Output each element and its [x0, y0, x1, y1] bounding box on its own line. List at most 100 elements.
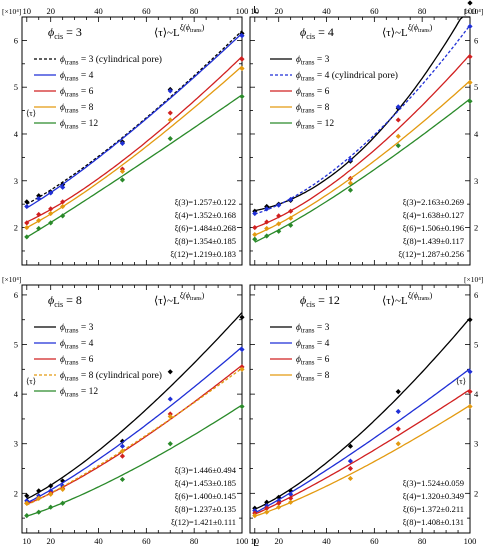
data-point-3	[48, 483, 54, 489]
data-point-6	[24, 220, 30, 226]
data-point-12	[60, 500, 66, 506]
data-point-8	[167, 117, 173, 123]
y-axis-label: ⟨τ⟩	[456, 376, 466, 386]
data-point-3	[395, 389, 401, 395]
legend-entry-8: ϕtrans = 8	[296, 103, 330, 115]
data-point-6	[252, 224, 258, 231]
data-point-3	[467, 317, 473, 323]
data-point-8	[119, 448, 126, 454]
plot-frame	[249, 16, 471, 266]
data-point-6	[239, 56, 245, 62]
x-tick-label: 80	[418, 536, 427, 546]
data-point-4	[288, 196, 294, 203]
fit-exponent: ξ(12)=1.287±0.256	[398, 249, 464, 259]
legend-entry-6: ϕtrans = 6	[60, 355, 94, 367]
y-tick-label: 2	[474, 223, 478, 233]
fit-exponent: ξ(3)=2.163±0.269	[403, 197, 464, 207]
y-tick-label: 3	[14, 439, 18, 449]
data-point-6	[395, 426, 401, 432]
data-point-12	[264, 233, 270, 239]
scaling-law: ⟨τ⟩~Lξ(ϕtrans)	[154, 23, 205, 39]
x-tick-label: 10	[251, 6, 260, 16]
fit-exponent: ξ(12)=1.421±0.111	[171, 517, 236, 527]
panel-title: ϕcis = 8	[48, 293, 82, 309]
x-tick-label: 40	[94, 536, 103, 546]
y-axis-label: ⟨τ⟩	[26, 376, 36, 386]
x-tick-label: 10	[23, 6, 32, 16]
data-point-4	[288, 491, 294, 497]
legend-entry-12: ϕtrans = 12	[60, 119, 98, 131]
legend-entry-4: ϕtrans = 4	[60, 339, 94, 351]
data-point-4	[264, 206, 270, 212]
data-point-8	[288, 499, 294, 505]
x-tick-label: 100	[236, 6, 249, 16]
plot-frame	[21, 16, 243, 266]
data-point-12	[276, 228, 282, 234]
y-tick-label: 5	[474, 340, 478, 350]
data-point-6	[276, 500, 282, 506]
legend-entry-3: ϕtrans = 3	[296, 55, 330, 67]
legend-entry-3: ϕtrans = 3 (cylindrical pore)	[60, 54, 162, 67]
data-point-4	[48, 190, 54, 196]
data-point-12	[347, 187, 354, 193]
data-point-6	[60, 199, 66, 205]
data-point-4	[276, 202, 282, 208]
data-point-8	[252, 231, 258, 238]
fit-exponent: ξ(4)=1.352±0.168	[175, 210, 236, 220]
data-point-4	[239, 33, 245, 39]
y-tick-label: 5	[14, 340, 18, 350]
series-line-4	[26, 32, 243, 209]
data-point-6	[276, 213, 282, 219]
data-point-12	[24, 234, 30, 240]
data-point-6	[467, 54, 473, 60]
data-point-8	[36, 217, 42, 224]
data-point-12	[395, 143, 401, 149]
x-tick-label: 10	[251, 536, 260, 546]
x-tick-label: 60	[142, 6, 151, 16]
x-tick-label: 40	[322, 6, 331, 16]
data-point-3	[119, 438, 126, 444]
scaling-law: ⟨τ⟩~Lξ(ϕtrans)	[382, 23, 433, 39]
x-tick-label: 10	[23, 536, 32, 546]
x-tick-label: 60	[370, 6, 379, 16]
legend-entry-12: ϕtrans = 12	[60, 387, 98, 399]
legend-entry-3: ϕtrans = 3	[296, 323, 330, 335]
y-tick-label: 4	[474, 389, 479, 399]
fit-exponent: ξ(8)=1.354±0.185	[175, 236, 236, 246]
y-scale-label: [×10⁴]	[2, 275, 21, 284]
x-tick-label: 60	[142, 536, 151, 546]
data-point-4	[467, 369, 473, 375]
data-point-4	[167, 88, 173, 94]
panels: 10 20 40 60 80 100 2 3 4 5 6 [×10⁴] ⟨τ⟩ ϕcis = 3 ⟨τ⟩~L…	[2, 0, 483, 546]
y-tick-label: 4	[14, 129, 19, 139]
data-point-4	[239, 346, 245, 353]
legend-entry-8: ϕtrans = 8	[296, 371, 330, 383]
legend-entry-6: ϕtrans = 6	[296, 355, 330, 367]
y-scale-label: [×10⁴]	[464, 7, 483, 16]
series-line-4	[254, 24, 471, 215]
bottom-x-axis-label: L	[253, 538, 259, 549]
data-point-3	[167, 369, 173, 375]
data-point-6	[347, 465, 354, 472]
data-point-3	[239, 314, 245, 320]
y-axis-label: ⟨τ⟩	[26, 108, 36, 118]
data-point-8	[347, 475, 354, 482]
data-point-3	[467, 0, 473, 6]
data-point-12	[48, 220, 54, 226]
axis-titles: L L	[253, 5, 259, 549]
data-point-8	[48, 491, 54, 497]
legend-entry-8: ϕtrans = 8 (cylindrical pore)	[60, 370, 162, 383]
data-point-4	[167, 396, 173, 402]
data-point-6	[119, 453, 126, 459]
series-line-8	[26, 367, 243, 506]
data-point-3	[60, 478, 66, 484]
fit-exponent: ξ(4)=1.638±0.127	[403, 210, 464, 220]
data-point-12	[119, 476, 126, 483]
data-point-8	[239, 65, 245, 72]
data-point-3	[288, 488, 294, 494]
data-point-3	[24, 493, 30, 499]
data-point-3	[36, 193, 42, 199]
data-point-6	[36, 211, 42, 218]
data-point-8	[36, 495, 42, 501]
